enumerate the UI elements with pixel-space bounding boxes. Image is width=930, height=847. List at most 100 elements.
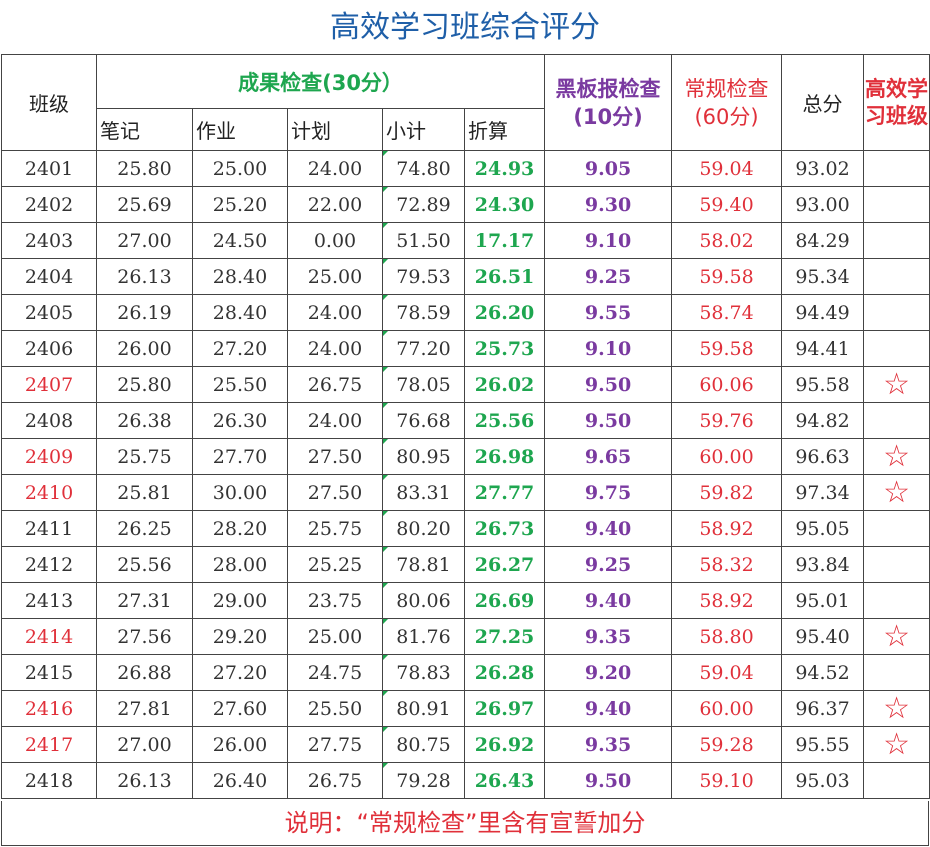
converted-cell: 26.43 [463,762,546,799]
routine-cell: 58.74 [671,294,783,331]
converted-cell: 26.97 [463,690,546,727]
table-row: 2413 27.31 29.00 23.75 80.06 26.69 9.40 58.92 95… [1,582,930,619]
total-cell: 95.01 [781,582,865,619]
notes-cell: 26.19 [96,294,193,331]
plan-cell: 22.00 [287,186,383,223]
notes-cell: 25.69 [96,186,193,223]
subtotal-cell: 74.80 [382,150,465,187]
table-row: 2409 25.75 27.70 27.50 80.95 26.98 9.65 60.00 96… [1,438,930,475]
converted-cell: 26.98 [463,438,546,475]
routine-cell: 59.82 [671,474,783,511]
footnote: 说明：“常规检查”里含有宣誓加分 [1,801,929,846]
plan-cell: 27.50 [287,474,383,511]
class-cell: 2417 [1,726,97,763]
class-cell: 2415 [1,654,97,691]
total-cell: 96.63 [781,438,865,475]
converted-cell: 26.69 [463,582,546,619]
total-cell: 96.37 [781,690,865,727]
class-cell: 2414 [1,618,97,655]
header-blackboard: 黑板报检查(10分) [544,54,673,151]
homework-cell: 26.00 [192,726,288,763]
subtotal-cell: 83.31 [382,474,465,511]
blackboard-cell: 9.50 [544,366,673,403]
score-table: 班级 成果检查(30分） 黑板报检查(10分) 常规检查(60分) 总分 高效学… [1,54,930,799]
header-class: 班级 [1,54,97,151]
blackboard-cell: 9.10 [544,330,673,367]
plan-cell: 23.75 [287,582,383,619]
routine-cell: 59.40 [671,186,783,223]
routine-cell: 59.76 [671,402,783,439]
blackboard-cell: 9.40 [544,582,673,619]
star-cell [863,222,930,259]
star-cell [863,762,930,799]
star-cell [863,402,930,439]
notes-cell: 27.81 [96,690,193,727]
star-icon: ☆ [863,726,930,763]
class-cell: 2412 [1,546,97,583]
notes-cell: 27.56 [96,618,193,655]
plan-cell: 25.50 [287,690,383,727]
converted-cell: 26.28 [463,654,546,691]
blackboard-cell: 9.50 [544,762,673,799]
plan-cell: 25.25 [287,546,383,583]
converted-cell: 24.30 [463,186,546,223]
class-cell: 2401 [1,150,97,187]
class-cell: 2403 [1,222,97,259]
subtotal-cell: 81.76 [382,618,465,655]
star-icon: ☆ [863,474,930,511]
page-title: 高效学习班综合评分 [330,10,600,45]
class-cell: 2404 [1,258,97,295]
class-cell: 2402 [1,186,97,223]
table-row: 2416 27.81 27.60 25.50 80.91 26.97 9.40 60.00 96… [1,690,930,727]
table-row: 2405 26.19 28.40 24.00 78.59 26.20 9.55 58.74 94… [1,294,930,331]
star-cell [863,582,930,619]
homework-cell: 27.20 [192,654,288,691]
routine-cell: 58.92 [671,582,783,619]
table-row: 2406 26.00 27.20 24.00 77.20 25.73 9.10 59.58 94… [1,330,930,367]
converted-cell: 26.20 [463,294,546,331]
notes-cell: 26.13 [96,762,193,799]
table-row: 2414 27.56 29.20 25.00 81.76 27.25 9.35 58.80 95… [1,618,930,655]
class-cell: 2405 [1,294,97,331]
homework-cell: 24.50 [192,222,288,259]
header-homework: 作业 [192,108,288,151]
homework-cell: 28.40 [192,294,288,331]
routine-cell: 59.04 [671,150,783,187]
total-cell: 95.03 [781,762,865,799]
class-cell: 2407 [1,366,97,403]
blackboard-cell: 9.05 [544,150,673,187]
routine-cell: 59.10 [671,762,783,799]
plan-cell: 25.75 [287,510,383,547]
plan-cell: 25.00 [287,618,383,655]
star-cell [863,510,930,547]
class-cell: 2410 [1,474,97,511]
subtotal-cell: 79.53 [382,258,465,295]
homework-cell: 25.20 [192,186,288,223]
homework-cell: 28.40 [192,258,288,295]
plan-cell: 25.00 [287,258,383,295]
routine-cell: 60.00 [671,690,783,727]
routine-cell: 60.06 [671,366,783,403]
routine-cell: 59.58 [671,258,783,295]
table-row: 2410 25.81 30.00 27.50 83.31 27.77 9.75 59.82 97… [1,474,930,511]
plan-cell: 24.75 [287,654,383,691]
table-row: 2404 26.13 28.40 25.00 79.53 26.51 9.25 59.58 95… [1,258,930,295]
star-icon: ☆ [863,690,930,727]
homework-cell: 28.00 [192,546,288,583]
blackboard-cell: 9.30 [544,186,673,223]
homework-cell: 26.40 [192,762,288,799]
routine-cell: 60.00 [671,438,783,475]
table-row: 2412 25.56 28.00 25.25 78.81 26.27 9.25 58.32 93… [1,546,930,583]
homework-cell: 27.60 [192,690,288,727]
subtotal-cell: 80.75 [382,726,465,763]
subtotal-cell: 80.95 [382,438,465,475]
class-cell: 2409 [1,438,97,475]
header-efficient-class: 高效学习班级 [863,54,930,151]
blackboard-cell: 9.65 [544,438,673,475]
total-cell: 94.82 [781,402,865,439]
notes-cell: 26.00 [96,330,193,367]
blackboard-cell: 9.40 [544,690,673,727]
routine-cell: 59.04 [671,654,783,691]
table-row: 2403 27.00 24.50 0.00 51.50 17.17 9.10 58.02 84.… [1,222,930,259]
class-cell: 2406 [1,330,97,367]
